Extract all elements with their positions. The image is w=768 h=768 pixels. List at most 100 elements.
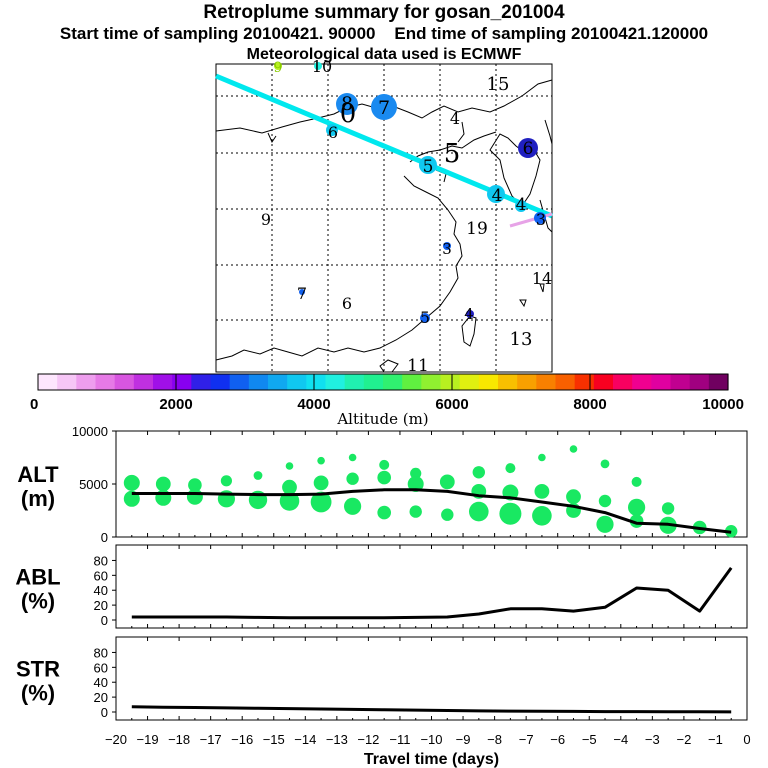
trajectory-point: [466, 310, 474, 318]
colorbar-cell: [57, 374, 77, 390]
colorbar-cell: [689, 374, 710, 390]
panel-alt: 10000 5000 0 ALT(m): [17, 424, 748, 545]
y-tick-label: 0: [101, 705, 108, 720]
map-value-label: 0: [340, 99, 357, 129]
y-tick-label: 20: [94, 690, 108, 705]
map-value-label: 3: [442, 240, 452, 258]
colorbar-cell: [76, 374, 97, 390]
map-value-label: 6: [342, 294, 352, 313]
map-value-label: 5: [420, 308, 430, 327]
map-value-label: 5: [444, 139, 461, 169]
map-value-label: 15: [487, 74, 510, 95]
altitude-point: [310, 491, 332, 513]
x-tick-label: −7: [519, 732, 534, 747]
altitude-point: [499, 502, 522, 525]
map-value-label: 4: [450, 109, 460, 128]
altitude-point: [285, 462, 294, 470]
map-value-label: 6: [328, 123, 338, 142]
x-tick-label: −9: [456, 732, 471, 747]
trajectory-point: [299, 289, 305, 295]
colorbar-cell: [325, 374, 346, 390]
altitude-point: [377, 505, 392, 520]
x-tick-label: −10: [420, 732, 442, 747]
colorbar-cell: [363, 374, 384, 390]
colorbar-label: Altitude (m): [336, 410, 428, 428]
time-series-panels: 1000050000ALT(m)806040200ABL(%)806040200…: [15, 424, 750, 768]
y-tick-label: 60: [94, 660, 108, 675]
colorbar-tick-label: 10000: [702, 396, 744, 413]
altitude-point: [569, 445, 578, 453]
map-value-label: 11: [407, 356, 429, 376]
trajectory-point: [336, 93, 358, 115]
colorbar-cell: [555, 374, 576, 390]
colorbar-cell: [268, 374, 288, 390]
colorbar-cell: [517, 374, 537, 390]
colorbar-cell: [172, 374, 192, 390]
colorbar-cell: [133, 374, 154, 390]
trajectory-point: [518, 138, 538, 158]
altitude-point: [279, 491, 300, 511]
colorbar-cell: [670, 374, 691, 390]
y-axis-label-unit: (%): [21, 681, 55, 706]
y-axis-label-name: STR: [16, 657, 60, 682]
y-tick-label: 40: [94, 583, 108, 598]
y-tick-label: 5000: [79, 477, 108, 492]
x-tick-label: −5: [582, 732, 597, 747]
series-line: [131, 488, 732, 534]
altitude-point: [600, 459, 610, 469]
y-tick-label: 80: [94, 645, 108, 660]
y-tick-label: 40: [94, 675, 108, 690]
coastlines: [215, 79, 553, 373]
map-value-label: 3: [536, 210, 546, 229]
colorbar-cell: [651, 374, 672, 390]
map-value-label: 4: [516, 195, 527, 215]
colorbar-cell: [536, 374, 557, 390]
colorbar-cell: [574, 374, 595, 390]
colorbar-tick-label: 0: [30, 396, 38, 413]
colorbar-ticks: 0 2000 4000 6000 8000 10000: [30, 374, 744, 413]
colorbar-tick-label: 8000: [573, 396, 606, 413]
altitude-point: [566, 489, 581, 505]
map-value-label: 5: [423, 157, 434, 177]
x-tick-label: −13: [326, 732, 348, 747]
chart-title: Retroplume summary for gosan_201004: [203, 2, 565, 23]
sampling-times: Start time of sampling 20100421. 90000 E…: [0, 24, 768, 44]
trajectory: [215, 62, 553, 323]
end-time-label: End time of sampling 20100421.120000: [394, 24, 709, 43]
altitude-point: [346, 472, 359, 485]
trajectory-point: [443, 242, 451, 250]
colorbar-cell: [287, 374, 307, 390]
x-tick-label: −17: [200, 732, 222, 747]
colorbar-tick-label: 2000: [159, 396, 192, 413]
colorbar-cell: [229, 374, 250, 390]
x-tick-label: −11: [389, 732, 410, 747]
altitude-point: [472, 466, 485, 479]
trajectory-point: [326, 124, 338, 136]
altitude-point: [596, 515, 614, 533]
altitude-point: [441, 508, 454, 521]
colorbar-cells: [38, 374, 729, 390]
series-line: [131, 567, 733, 620]
colorbar-cell: [191, 374, 212, 390]
altitude-point: [377, 470, 392, 485]
map-value-label: 6: [523, 139, 534, 159]
altitude-point: [532, 506, 552, 526]
altitude-point: [379, 459, 390, 470]
colorbar-cell: [459, 374, 480, 390]
altitude-point: [505, 463, 516, 474]
map-value-label: 9: [261, 210, 271, 229]
map-value-label: 9: [274, 60, 283, 76]
altitude-point: [348, 453, 357, 462]
x-tick-label: −15: [263, 732, 285, 747]
x-axis-label: Travel time (days): [364, 751, 499, 768]
colorbar-cell: [708, 374, 729, 390]
x-tick-label: −16: [231, 732, 253, 747]
altitude-point: [598, 494, 612, 508]
altitude-point: [628, 498, 646, 516]
colorbar: 0 2000 4000 6000 8000 10000 Altitude (m): [30, 373, 744, 428]
altitude-point: [409, 505, 422, 518]
y-tick-label: 0: [101, 530, 108, 545]
